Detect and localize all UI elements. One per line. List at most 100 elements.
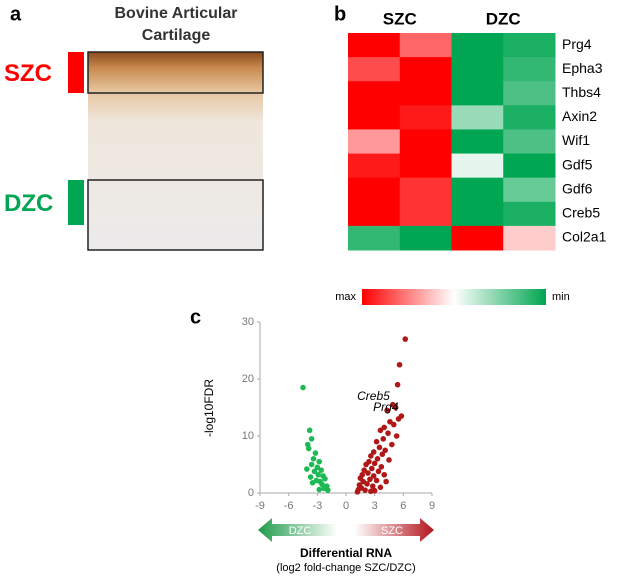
row-label: Gdf5 (562, 156, 593, 172)
y-tick-label: 20 (242, 373, 254, 385)
zone-label: SZC (4, 60, 52, 87)
point (383, 478, 389, 485)
point (361, 467, 367, 474)
row-label: Col2a1 (562, 229, 607, 245)
column-group-label: DZC (486, 9, 521, 28)
row-label: Axin2 (562, 108, 597, 124)
colorbar-label: min (552, 291, 570, 303)
point (306, 427, 313, 434)
point (325, 487, 331, 493)
point (316, 486, 323, 493)
point (370, 473, 377, 479)
point (375, 468, 382, 475)
heat-cell (399, 225, 452, 251)
heat-cell (348, 81, 401, 106)
heat-cell (348, 153, 401, 179)
point (394, 381, 401, 388)
zone-box (87, 51, 264, 94)
heat-cell (451, 105, 504, 130)
point (373, 438, 380, 445)
heat-cell (399, 177, 452, 203)
row-label: Prg4 (562, 36, 592, 52)
colorbar (362, 289, 546, 305)
heat-cell (503, 177, 556, 203)
y-axis-label: -log10FDR (202, 379, 216, 437)
heat-cell (451, 129, 504, 155)
point (369, 483, 376, 489)
point (307, 474, 314, 480)
point (368, 453, 374, 459)
zone-box (87, 179, 264, 251)
zone-bar (68, 180, 84, 225)
point (384, 407, 390, 414)
heat-cell (503, 33, 556, 58)
heat-cell (348, 33, 401, 58)
heat-cell (399, 129, 452, 155)
zone-label: DZC (4, 190, 53, 217)
x-axis-sublabel: (log2 fold-change SZC/DZC) (276, 562, 415, 574)
point (318, 467, 324, 474)
zone-labels: SZC DZC (4, 52, 84, 225)
heat-cell (503, 225, 556, 251)
x-tick-label: 3 (372, 500, 378, 512)
histology-image (88, 52, 263, 250)
point (371, 487, 378, 494)
panel-label: b (334, 3, 346, 25)
point (376, 444, 383, 451)
heat-cell (399, 105, 452, 130)
point (304, 466, 310, 472)
point (393, 433, 400, 439)
x-tick-label: 9 (429, 500, 435, 512)
point (367, 476, 373, 483)
point (390, 421, 397, 428)
zone-bar (68, 52, 84, 93)
x-tick-label: -9 (255, 500, 265, 512)
heat-cell (503, 153, 556, 179)
point (363, 461, 369, 468)
row-label: Epha3 (562, 60, 603, 76)
point (396, 361, 403, 368)
heat-cell (451, 33, 504, 58)
heat-cell (503, 201, 556, 227)
point (402, 336, 409, 342)
point (395, 416, 402, 422)
heat-cell (503, 105, 556, 130)
y-tick-label: 30 (242, 316, 254, 328)
point (362, 487, 368, 493)
point (322, 475, 328, 482)
row-label: Wif1 (562, 132, 590, 148)
point (381, 471, 388, 478)
point (309, 479, 316, 486)
x-tick-label: 0 (343, 500, 349, 512)
point (364, 481, 370, 487)
point (373, 477, 380, 484)
direction-label: SZC (381, 525, 403, 537)
direction-arrow (258, 518, 434, 542)
point (374, 456, 381, 462)
column-group-label: SZC (383, 9, 417, 28)
heat-cell (399, 201, 452, 227)
point (312, 450, 319, 456)
point (308, 461, 315, 468)
heatmap: b SZC DZC Prg4 Epha3 Thbs4 Axin2 Wif1 Gdf5 Gdf6 Cr… (334, 3, 607, 305)
heat-cell (503, 129, 556, 155)
heat-cell (348, 201, 401, 227)
annotation: Creb5 (357, 389, 390, 403)
heat-cell (451, 201, 504, 227)
point (385, 430, 391, 436)
heat-cell (348, 57, 401, 82)
point (370, 449, 377, 455)
heat-cell (399, 57, 452, 82)
heat-cell (348, 105, 401, 130)
x-axis-label: Differential RNA (300, 546, 392, 560)
point (378, 463, 385, 470)
heat-cell (399, 33, 452, 58)
y-tick-label: 10 (242, 430, 254, 442)
point (354, 489, 361, 495)
heat-cell (451, 81, 504, 106)
point (379, 451, 386, 458)
point (300, 384, 306, 391)
point (387, 418, 393, 425)
point (377, 427, 384, 434)
